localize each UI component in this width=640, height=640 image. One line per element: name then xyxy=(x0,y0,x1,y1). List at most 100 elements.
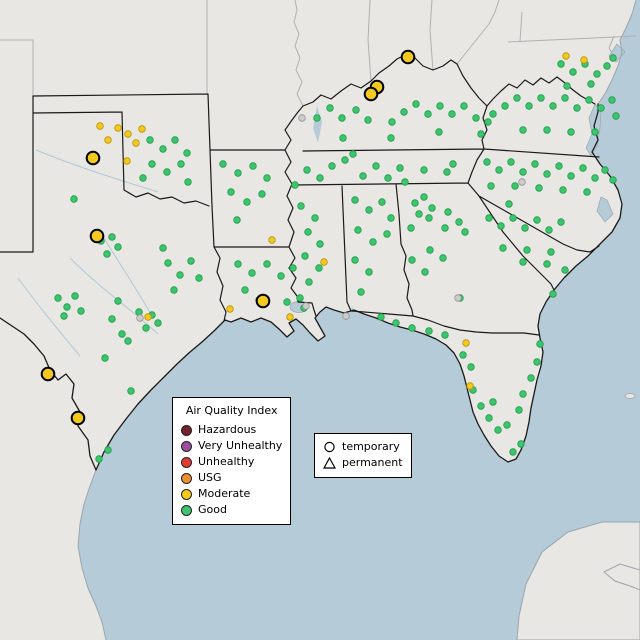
station-marker-good[interactable] xyxy=(177,160,185,168)
station-marker-good[interactable] xyxy=(146,136,154,144)
station-marker-good[interactable] xyxy=(547,248,555,256)
station-marker-moderate-temporary[interactable] xyxy=(400,49,416,65)
station-marker-good[interactable] xyxy=(426,246,434,254)
station-marker-good[interactable] xyxy=(536,340,544,348)
station-marker-good[interactable] xyxy=(195,274,203,282)
station-marker-good[interactable] xyxy=(583,188,591,196)
station-marker-good[interactable] xyxy=(477,402,485,410)
station-marker-good[interactable] xyxy=(170,286,178,294)
station-marker-no-data[interactable] xyxy=(298,114,306,122)
station-marker-good[interactable] xyxy=(509,448,517,456)
station-marker-good[interactable] xyxy=(591,174,599,182)
station-marker-good[interactable] xyxy=(527,374,535,382)
station-marker-no-data[interactable] xyxy=(518,178,526,186)
station-marker-good[interactable] xyxy=(296,294,304,302)
station-marker-good[interactable] xyxy=(425,327,433,335)
station-marker-good[interactable] xyxy=(301,252,309,260)
station-marker-good[interactable] xyxy=(401,178,409,186)
station-marker-good[interactable] xyxy=(63,303,71,311)
station-marker-good[interactable] xyxy=(183,149,191,157)
station-marker-good[interactable] xyxy=(159,244,167,252)
station-marker-good[interactable] xyxy=(519,126,527,134)
station-marker-good[interactable] xyxy=(352,106,360,114)
station-marker-good[interactable] xyxy=(543,260,551,268)
station-marker-good[interactable] xyxy=(436,102,444,110)
station-marker-good[interactable] xyxy=(497,222,505,230)
station-marker-good[interactable] xyxy=(234,169,242,177)
station-marker-moderate[interactable] xyxy=(144,313,152,321)
station-marker-good[interactable] xyxy=(338,114,346,122)
station-marker-moderate-temporary[interactable] xyxy=(363,86,379,102)
station-marker-good[interactable] xyxy=(515,406,523,414)
station-marker-good[interactable] xyxy=(387,214,395,222)
station-marker-good[interactable] xyxy=(448,110,456,118)
station-marker-good[interactable] xyxy=(60,312,68,320)
station-marker-good[interactable] xyxy=(364,116,372,124)
station-marker-good[interactable] xyxy=(148,160,156,168)
station-marker-good[interactable] xyxy=(503,421,511,429)
station-marker-good[interactable] xyxy=(557,60,565,68)
station-marker-good[interactable] xyxy=(124,337,132,345)
station-marker-good[interactable] xyxy=(460,102,468,110)
station-marker-good[interactable] xyxy=(533,216,541,224)
station-marker-good[interactable] xyxy=(561,94,569,102)
station-marker-good[interactable] xyxy=(472,114,480,122)
station-marker-good[interactable] xyxy=(248,269,256,277)
station-marker-good[interactable] xyxy=(135,308,143,316)
station-marker-good[interactable] xyxy=(227,188,235,196)
station-marker-good[interactable] xyxy=(593,70,601,78)
station-marker-moderate-temporary[interactable] xyxy=(85,150,101,166)
station-marker-good[interactable] xyxy=(573,104,581,112)
station-marker-good[interactable] xyxy=(101,354,109,362)
station-marker-good[interactable] xyxy=(326,104,334,112)
station-marker-good[interactable] xyxy=(171,136,179,144)
station-marker-good[interactable] xyxy=(71,292,79,300)
station-marker-good[interactable] xyxy=(233,216,241,224)
station-marker-good[interactable] xyxy=(159,145,167,153)
station-marker-good[interactable] xyxy=(495,166,503,174)
station-marker-moderate[interactable] xyxy=(226,305,234,313)
station-marker-good[interactable] xyxy=(396,164,404,172)
station-marker-good[interactable] xyxy=(154,319,162,327)
station-marker-good[interactable] xyxy=(461,228,469,236)
station-marker-good[interactable] xyxy=(435,128,443,136)
station-marker-good[interactable] xyxy=(392,319,400,327)
station-marker-good[interactable] xyxy=(489,398,497,406)
station-marker-good[interactable] xyxy=(608,96,616,104)
station-marker-good[interactable] xyxy=(407,224,415,232)
station-marker-moderate[interactable] xyxy=(124,130,132,138)
station-marker-good[interactable] xyxy=(517,440,525,448)
station-marker-good[interactable] xyxy=(549,290,557,298)
station-marker-good[interactable] xyxy=(241,286,249,294)
station-marker-good[interactable] xyxy=(609,176,617,184)
station-marker-good[interactable] xyxy=(357,288,365,296)
station-marker-good[interactable] xyxy=(311,214,319,222)
station-marker-good[interactable] xyxy=(603,62,611,70)
station-marker-good[interactable] xyxy=(289,264,297,272)
station-marker-good[interactable] xyxy=(277,272,285,280)
station-marker-moderate[interactable] xyxy=(132,139,140,147)
station-marker-good[interactable] xyxy=(485,214,493,222)
station-marker-good[interactable] xyxy=(537,94,545,102)
station-marker-good[interactable] xyxy=(444,208,452,216)
station-marker-moderate[interactable] xyxy=(96,122,104,130)
station-marker-moderate[interactable] xyxy=(104,136,112,144)
station-marker-good[interactable] xyxy=(569,68,577,76)
station-marker-moderate[interactable] xyxy=(562,52,570,60)
station-marker-good[interactable] xyxy=(176,271,184,279)
station-marker-moderate[interactable] xyxy=(286,313,294,321)
station-marker-good[interactable] xyxy=(70,195,78,203)
station-marker-good[interactable] xyxy=(549,102,557,110)
station-marker-good[interactable] xyxy=(411,199,419,207)
station-marker-good[interactable] xyxy=(384,174,392,182)
station-marker-good[interactable] xyxy=(449,160,457,168)
station-marker-moderate[interactable] xyxy=(462,339,470,347)
station-marker-good[interactable] xyxy=(388,118,396,126)
station-marker-good[interactable] xyxy=(184,178,192,186)
station-marker-good[interactable] xyxy=(219,160,227,168)
station-marker-good[interactable] xyxy=(400,108,408,116)
station-marker-no-data[interactable] xyxy=(302,302,310,310)
station-marker-good[interactable] xyxy=(612,112,620,120)
station-marker-good[interactable] xyxy=(142,324,150,332)
station-marker-good[interactable] xyxy=(114,297,122,305)
